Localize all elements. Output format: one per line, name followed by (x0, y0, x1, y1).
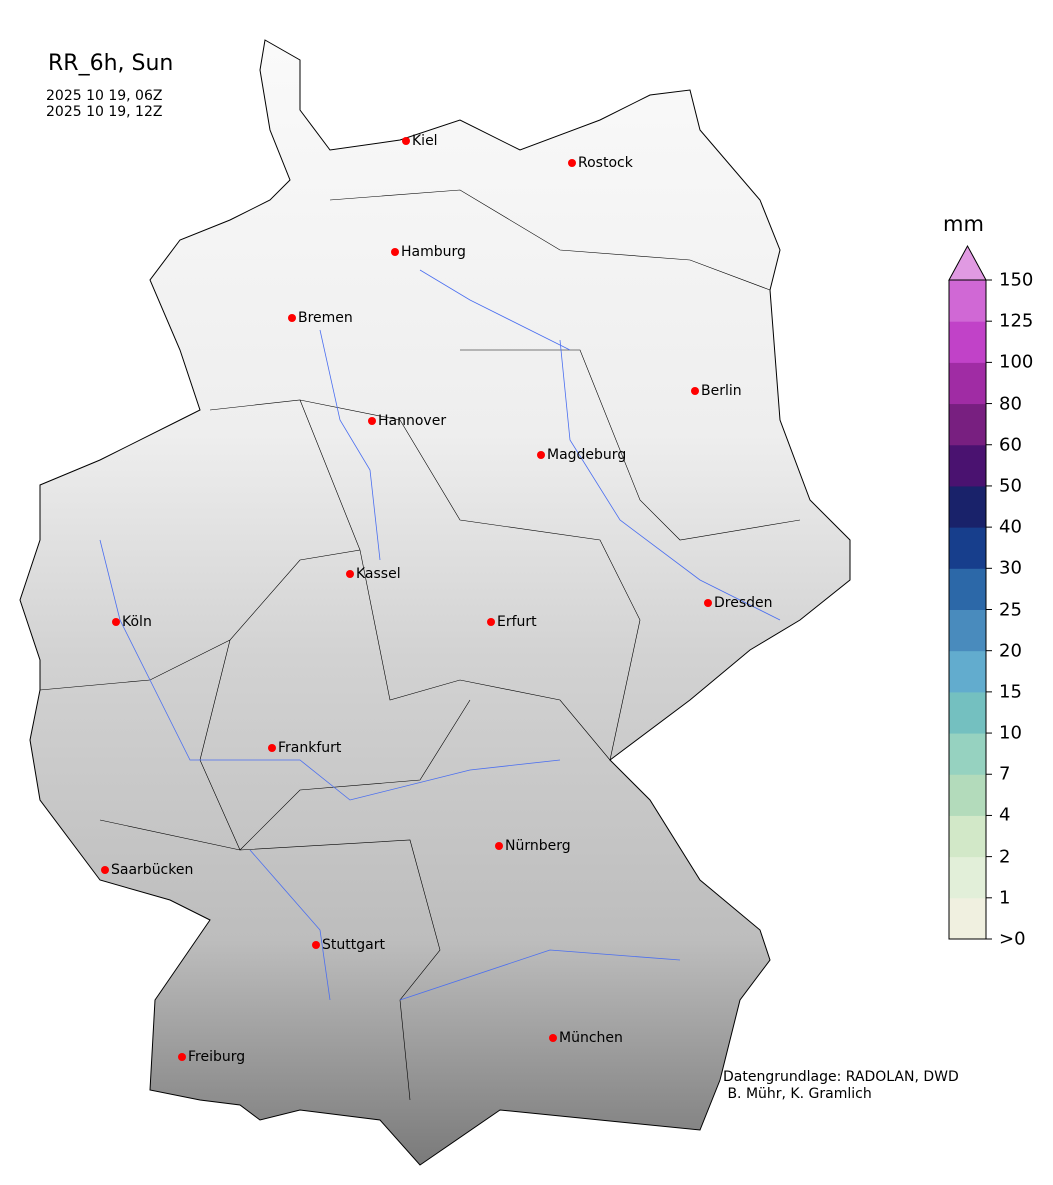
colorbar-tick-label: 50 (999, 475, 1022, 497)
colorbar-tick-label: 125 (999, 310, 1034, 332)
city-marker (568, 159, 576, 167)
rivers (99, 269, 781, 1001)
credit-authors: B. Mühr, K. Gramlich (723, 1086, 872, 1102)
colorbar-bin (949, 774, 986, 816)
colorbar-tick-label: 30 (999, 557, 1022, 579)
colorbar-extend-arrow (948, 244, 987, 281)
colorbar-tick-label: 7 (999, 763, 1011, 785)
city-label: Kiel (412, 133, 438, 149)
city-marker (288, 314, 296, 322)
colorbar-tick-label: 60 (999, 434, 1022, 456)
colorbar-tick-label: 1 (999, 887, 1011, 909)
colorbar-bin (949, 856, 986, 899)
colorbar-bin (949, 568, 986, 610)
period-end: 2025 10 19, 12Z (46, 104, 163, 120)
colorbar-bin (949, 321, 986, 363)
period-start: 2025 10 19, 06Z (46, 88, 163, 104)
city-label: Dresden (714, 595, 773, 611)
city-marker (691, 387, 699, 395)
colorbar-tick-label: 40 (999, 516, 1022, 538)
city-marker (402, 137, 410, 145)
city-marker (495, 842, 503, 850)
city-label: Magdeburg (547, 447, 627, 463)
colorbar-bin (949, 815, 986, 858)
city-marker (549, 1034, 557, 1042)
colorbar-tick-label: 150 (999, 269, 1034, 291)
colorbar-bin (949, 362, 986, 405)
colorbar-bin (949, 733, 986, 775)
colorbar-bin (949, 444, 986, 487)
city-label: Erfurt (497, 614, 537, 630)
colorbar-bin (949, 280, 986, 322)
city-label: Köln (122, 614, 152, 630)
map-title: RR_6h, Sun (48, 51, 174, 76)
colorbar-tick-label: 4 (999, 804, 1011, 826)
city-label: Berlin (701, 383, 742, 399)
colorbar-tick-label: 25 (999, 599, 1022, 620)
city-marker (101, 866, 109, 874)
city-label: Nürnberg (505, 838, 571, 854)
city-label: Freiburg (188, 1049, 246, 1065)
germany-outline (19, 39, 851, 1166)
city-label: Saarbücken (111, 862, 194, 878)
city-label: Hannover (378, 413, 447, 429)
colorbar-unit: mm (943, 212, 984, 236)
city-label: Hamburg (401, 244, 466, 260)
colorbar-tick-label: 10 (999, 722, 1022, 744)
city-label: München (559, 1030, 623, 1046)
colorbar (948, 244, 992, 940)
city-label: Frankfurt (278, 740, 342, 756)
colorbar-bin (949, 485, 986, 528)
city-label: Rostock (578, 155, 633, 171)
city-marker (112, 618, 120, 626)
colorbar-tick-label: 80 (999, 393, 1022, 415)
credit-data-source: Datengrundlage: RADOLAN, DWD (723, 1069, 959, 1085)
colorbar-bin (949, 403, 986, 446)
city-marker (537, 451, 545, 459)
colorbar-bin (949, 691, 986, 734)
colorbar-bin (949, 527, 986, 569)
colorbar-bin (949, 897, 986, 940)
city-marker (178, 1053, 186, 1061)
colorbar-bin (949, 609, 986, 652)
city-label: Bremen (298, 310, 353, 326)
colorbar-tick-label: 20 (999, 640, 1022, 662)
city-marker (368, 417, 376, 425)
city-marker (487, 618, 495, 626)
colorbar-tick-label: 2 (999, 846, 1011, 868)
colorbar-tick-label: 100 (999, 351, 1034, 373)
city-label: Kassel (356, 566, 401, 582)
city-marker (346, 570, 354, 578)
city-label: Stuttgart (322, 937, 385, 953)
city-marker (312, 941, 320, 949)
colorbar-tick-label: >0 (999, 928, 1026, 950)
city-marker (704, 599, 712, 607)
colorbar-tick-label: 15 (999, 681, 1022, 703)
colorbar-bin (949, 650, 986, 693)
city-marker (268, 744, 276, 752)
city-marker (391, 248, 399, 256)
